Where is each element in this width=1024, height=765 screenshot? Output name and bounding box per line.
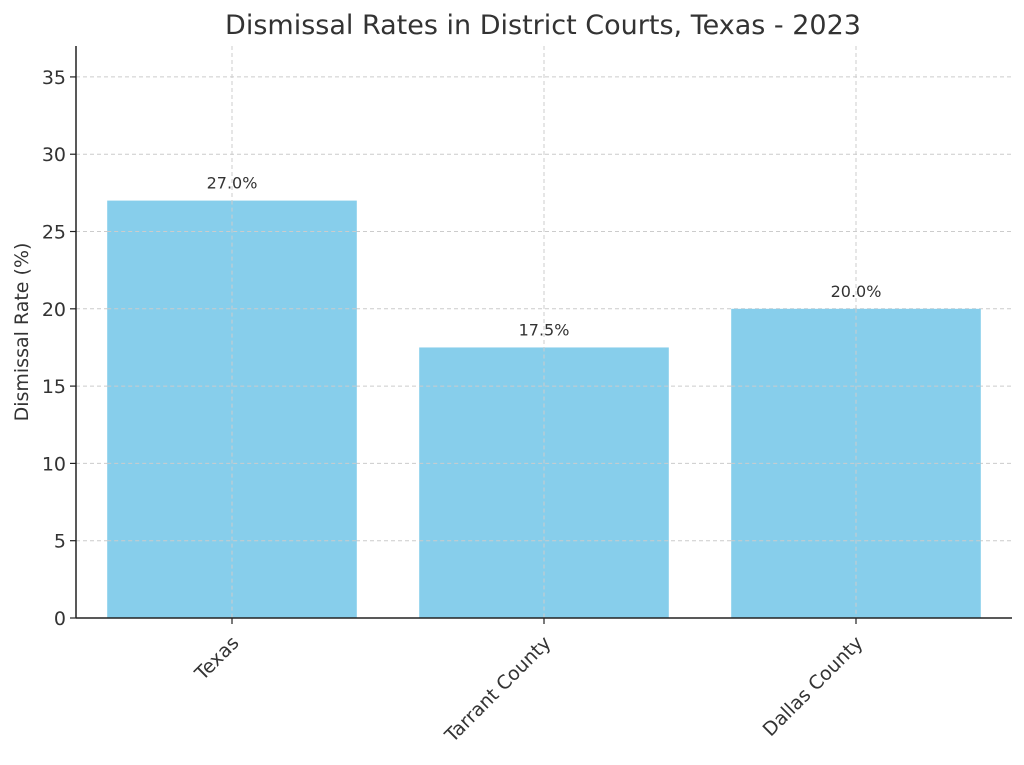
x-tick-label: Dallas County bbox=[759, 632, 868, 741]
x-tick-label: Tarrant County bbox=[440, 632, 555, 747]
chart-title: Dismissal Rates in District Courts, Texa… bbox=[225, 10, 861, 41]
y-tick-label: 25 bbox=[42, 222, 66, 244]
axes bbox=[70, 46, 1012, 624]
y-tick-label: 35 bbox=[42, 67, 66, 89]
data-label: 17.5% bbox=[519, 320, 570, 339]
x-tick-label: Texas bbox=[190, 632, 243, 685]
data-label: 27.0% bbox=[207, 174, 258, 193]
data-label: 20.0% bbox=[831, 282, 882, 301]
y-tick-label: 10 bbox=[42, 453, 66, 475]
bars bbox=[107, 200, 981, 618]
y-tick-label: 0 bbox=[54, 608, 66, 630]
y-tick-label: 30 bbox=[42, 144, 66, 166]
y-tick-label: 15 bbox=[42, 376, 66, 398]
y-tick-label: 20 bbox=[42, 299, 66, 321]
y-tick-label: 5 bbox=[54, 531, 66, 553]
y-axis-label: Dismissal Rate (%) bbox=[11, 243, 33, 422]
bar-1 bbox=[107, 200, 357, 618]
